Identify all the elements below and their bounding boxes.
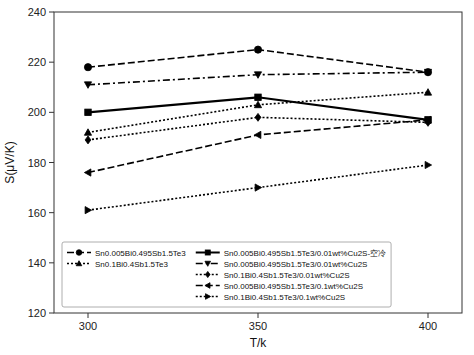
series [84, 116, 430, 176]
marker [84, 64, 91, 71]
y-tick [49, 112, 54, 113]
legend: Sn0.005Bi0.495Sb1.5Te3 Sn0.1Bi0.4Sb1.5Te3… [62, 242, 391, 307]
x-tick-label: 400 [419, 320, 437, 332]
legend-label: Sn0.005Bi0.495Sb1.5Te3/0.1wt%Cu2S [224, 282, 363, 291]
y-tick-label: 200 [28, 106, 46, 118]
y-tick-label: 220 [28, 56, 46, 68]
legend-box [62, 242, 391, 307]
y-tick-label: 180 [28, 157, 46, 169]
y-tick [49, 62, 54, 63]
marker [254, 131, 260, 138]
y-tick-label: 140 [28, 257, 46, 269]
legend-label: Sn0.1Bi0.4Sb1.5Te3/0.01wt%Cu2S [224, 271, 350, 280]
legend-label: Sn0.1Bi0.4Sb1.5Te3/0.1wt%Cu2S [224, 293, 345, 302]
series-line [88, 165, 428, 210]
y-axis-label: S(μV/K) [3, 141, 17, 183]
marker [205, 283, 210, 289]
marker [85, 207, 91, 214]
legend-label: Sn0.1Bi0.4Sb1.5Te3 [95, 260, 168, 269]
marker [254, 101, 261, 107]
marker [425, 161, 431, 168]
marker [76, 261, 82, 266]
marker [205, 261, 211, 266]
y-tick [49, 162, 54, 163]
marker [205, 250, 210, 255]
legend-label: Sn0.005Bi0.495Sb1.5Te3 [95, 249, 186, 258]
series-line [88, 72, 428, 85]
y-tick-label: 120 [28, 307, 46, 319]
y-tick [49, 262, 54, 263]
chart-svg: 300 350 400 120 140 160 180 200 220 240 T/k S(μV/K)… [0, 0, 474, 355]
marker [206, 294, 211, 300]
marker [254, 46, 261, 53]
series-line [88, 120, 428, 173]
x-tick-label: 300 [79, 320, 97, 332]
x-tick-label: 350 [249, 320, 267, 332]
marker [424, 116, 430, 123]
axes: 300 350 400 120 140 160 180 200 220 240 [28, 6, 438, 332]
marker [84, 169, 90, 176]
marker [424, 89, 431, 95]
marker [85, 136, 91, 144]
marker [84, 82, 91, 88]
marker [255, 184, 261, 191]
y-tick [49, 12, 54, 13]
marker [424, 69, 431, 76]
marker [206, 271, 210, 277]
series [84, 69, 431, 88]
y-tick-label: 160 [28, 207, 46, 219]
y-tick [49, 313, 54, 314]
series [85, 161, 431, 213]
series [85, 113, 431, 143]
series [85, 94, 431, 123]
series [84, 46, 431, 76]
marker [424, 69, 431, 75]
marker [85, 109, 91, 115]
x-tick [258, 313, 259, 318]
legend-label: Sn0.005Bi0.495Sb1.5Te3/0.01wt%Cu2S-空冷 [224, 249, 386, 258]
y-tick-label: 240 [28, 6, 46, 18]
series [84, 89, 431, 136]
x-tick [428, 313, 429, 318]
plot-data [84, 46, 431, 214]
plot-frame [54, 12, 462, 313]
marker [84, 129, 91, 135]
marker [254, 72, 261, 78]
x-axis-label: T/k [250, 336, 268, 350]
marker [255, 113, 261, 121]
y-tick [49, 212, 54, 213]
x-tick [88, 313, 89, 318]
legend-label: Sn0.005Bi0.495Sb1.5Te3/0.01wt%Cu2S [224, 260, 368, 269]
series-line [88, 92, 428, 132]
marker [255, 94, 261, 100]
marker [76, 250, 82, 256]
